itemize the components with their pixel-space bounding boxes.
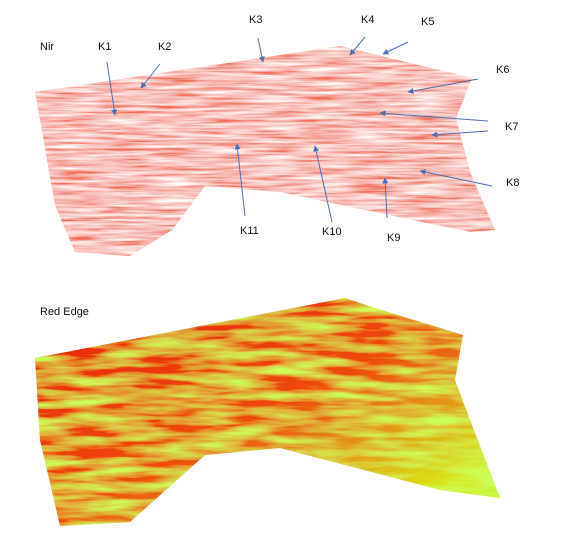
panel-label: Red Edge — [40, 306, 89, 318]
arrow — [419, 169, 493, 187]
annotation-label: K3 — [249, 14, 262, 26]
annotation-label: K2 — [158, 41, 171, 53]
annotation-label: K11 — [240, 225, 259, 237]
annotation-label: K9 — [387, 232, 400, 244]
annotation-label: K4 — [361, 14, 374, 26]
arrow — [379, 110, 489, 122]
annotation-label: K6 — [496, 64, 509, 76]
arrow — [257, 37, 265, 63]
annotation-label: K7 — [505, 121, 518, 133]
annotation-label: K1 — [98, 41, 111, 53]
arrow — [382, 41, 409, 55]
arrow — [407, 78, 479, 94]
annotation-label: K10 — [322, 226, 342, 238]
annotation-label: K5 — [421, 16, 434, 28]
arrow — [234, 143, 246, 217]
annotation-arrows — [106, 36, 493, 223]
nir-field — [35, 46, 495, 256]
arrow — [382, 177, 389, 219]
annotation-label: K8 — [506, 177, 519, 189]
arrow — [349, 36, 366, 56]
arrow — [431, 130, 489, 138]
red-edge-field — [35, 298, 500, 526]
panel-label: Nir — [40, 41, 54, 53]
arrow — [313, 145, 333, 223]
arrow — [106, 61, 118, 116]
arrow — [140, 63, 161, 89]
